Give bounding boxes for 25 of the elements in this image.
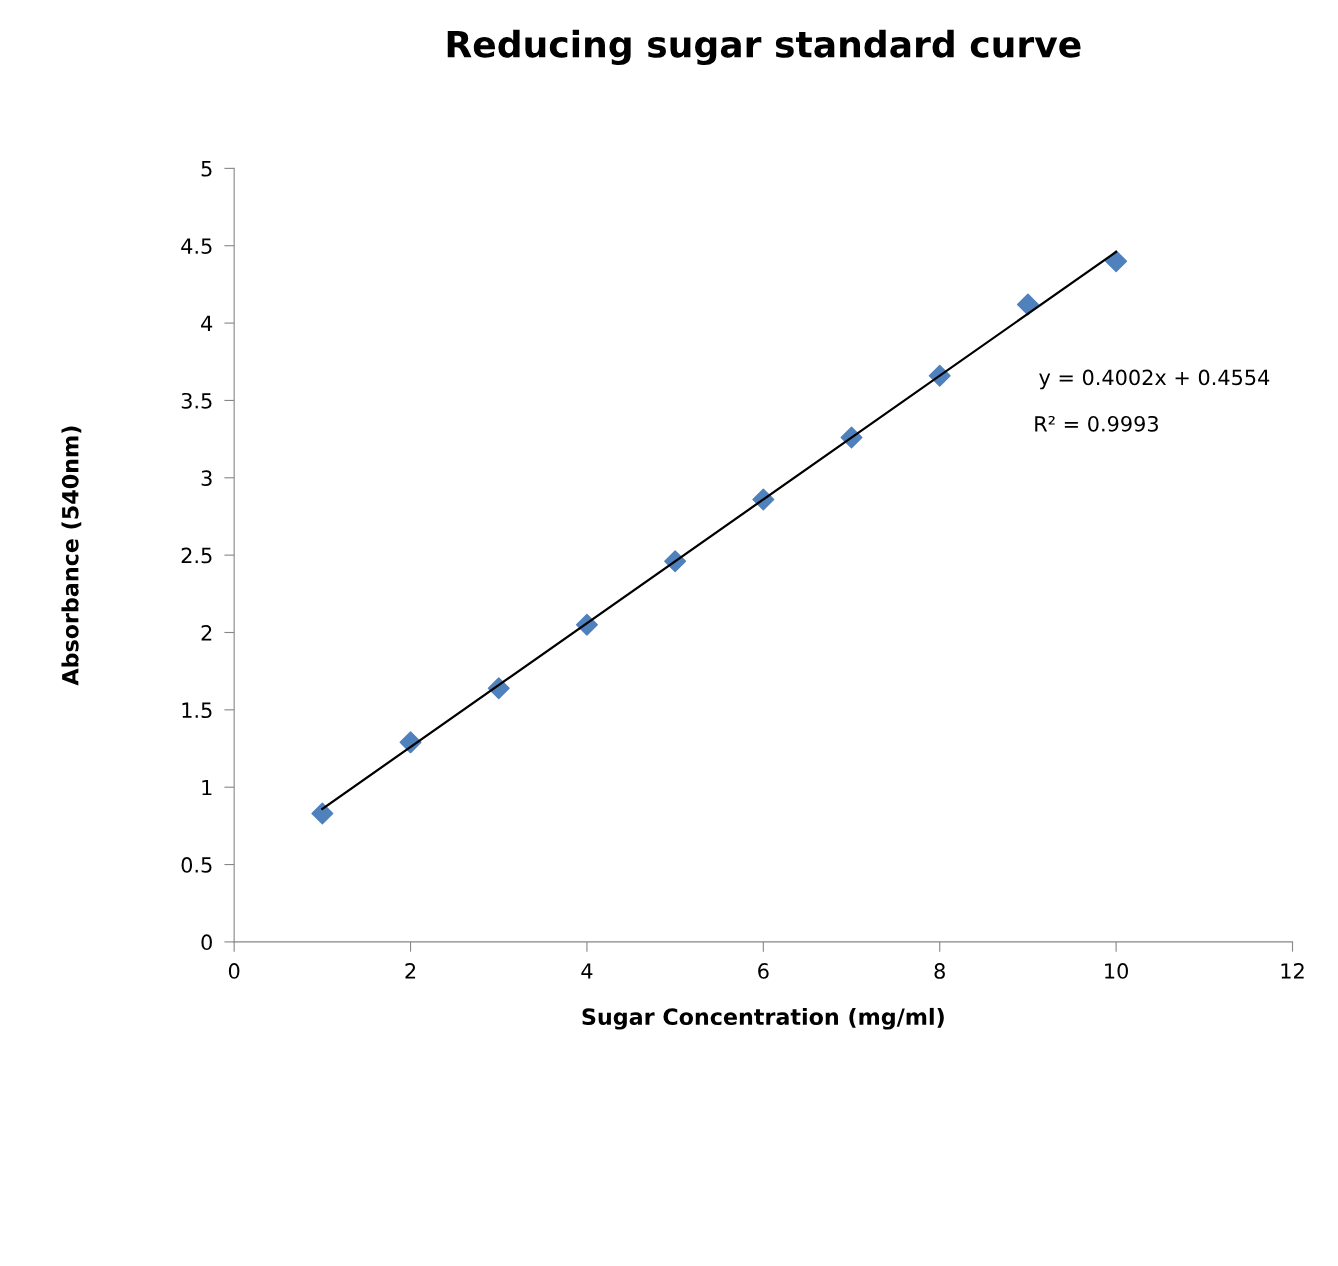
- point: [311, 802, 334, 825]
- y-tick-label: 0.5: [181, 857, 212, 873]
- y-tick-label: 1.5: [182, 702, 212, 719]
- x-tick-label: 12: [1281, 963, 1304, 979]
- x-tick-label: 10: [1105, 963, 1128, 979]
- x-tick-label: 0: [228, 963, 240, 979]
- point: [1105, 250, 1128, 273]
- y-tick-label: 3: [201, 470, 212, 486]
- x-tick-label: 6: [758, 963, 769, 979]
- x-tick-label: 2: [405, 963, 416, 979]
- y-tick-label: 5: [201, 161, 212, 177]
- y-tick-label: 0: [201, 934, 212, 951]
- y-tick-label: 2.5: [181, 547, 212, 564]
- x-tick-label: 4: [581, 963, 593, 979]
- y-tick-label: 4: [201, 315, 213, 331]
- annotation: R² = 0.9993: [1035, 415, 1158, 432]
- annotation: y = 0.4002x + 0.4554: [1039, 369, 1270, 390]
- y-tick-label: 3.5: [181, 392, 212, 409]
- y-tick-label: 1: [202, 779, 212, 796]
- x-tick-label: 8: [934, 963, 945, 979]
- y-tick-label: 4.5: [181, 238, 212, 254]
- y-axis-title: Absorbance (540nm): [61, 426, 82, 686]
- x-axis-title: Sugar Concentration (mg/ml): [582, 1007, 944, 1030]
- y-tick-label: 2: [201, 624, 212, 641]
- chart-title: Reducing sugar standard curve: [447, 29, 1081, 66]
